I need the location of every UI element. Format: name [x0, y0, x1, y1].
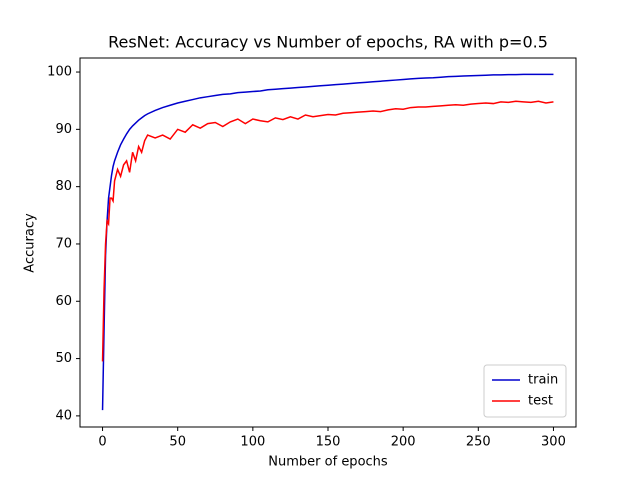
x-tick-label: 250: [466, 435, 491, 450]
legend-label: test: [528, 394, 553, 409]
y-tick-label: 90: [55, 122, 72, 137]
legend-label: train: [528, 373, 558, 388]
y-tick-label: 80: [55, 179, 72, 194]
x-tick-label: 150: [316, 435, 341, 450]
x-tick-label: 0: [98, 435, 106, 450]
y-tick-label: 60: [55, 294, 72, 309]
y-tick-label: 40: [55, 408, 72, 423]
plot-frame: [79, 57, 577, 428]
y-tick-label: 70: [55, 236, 72, 251]
chart-title: ResNet: Accuracy vs Number of epochs, RA…: [108, 33, 548, 52]
series-line: [101, 100, 554, 362]
x-axis-label: Number of epochs: [268, 455, 388, 470]
y-axis-label: Accuracy: [23, 213, 38, 273]
x-tick-label: 50: [169, 435, 186, 450]
legend-box: [483, 364, 567, 418]
y-tick-label: 50: [55, 351, 72, 366]
y-tick-label: 100: [47, 65, 72, 80]
x-tick-label: 200: [391, 435, 416, 450]
x-tick-label: 100: [240, 435, 265, 450]
x-tick-label: 300: [541, 435, 566, 450]
series-line: [101, 73, 554, 411]
